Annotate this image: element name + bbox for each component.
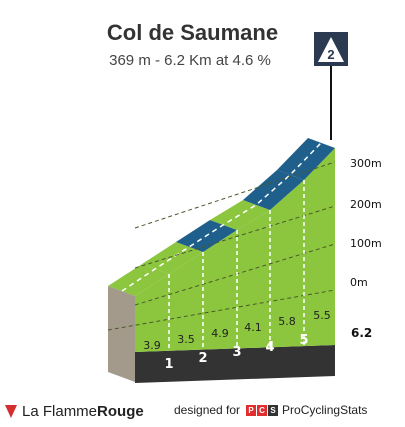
climb-summary: 369 m - 6.2 Km at 4.6 % [109, 52, 271, 69]
km-label-3: 3 [232, 345, 241, 360]
altitude-labels: 300m 200m 100m 0m [350, 157, 382, 289]
gradient-label-5: 5.8 [278, 315, 296, 328]
km-labels: 1 2 3 4 5 6.2 [164, 326, 372, 372]
flame-icon [5, 405, 17, 418]
profile-base [135, 345, 335, 383]
km-label-2: 2 [198, 351, 207, 366]
laflammerouge-logo: La FlammeRouge [4, 400, 144, 422]
km-label-end: 6.2 [351, 326, 372, 340]
altitude-label-0: 0m [350, 276, 368, 289]
gradient-label-3: 4.9 [211, 327, 229, 340]
profile-top-strip-2 [142, 242, 203, 274]
brand-name: La FlammeRouge [22, 403, 144, 420]
pcs-name: ProCyclingStats [282, 403, 368, 417]
category-triangle [318, 37, 344, 62]
gradient-label-4: 4.1 [244, 321, 262, 334]
climb-title: Col de Saumane [106, 20, 279, 45]
gradient-label-2: 3.5 [177, 333, 195, 346]
gradient-label-1: 3.9 [143, 339, 161, 352]
gradient-label-6: 5.5 [313, 309, 331, 322]
gridline-300 [134, 161, 336, 229]
km-label-1: 1 [164, 357, 173, 372]
profile-front-face [135, 148, 335, 352]
altitude-label-200: 200m [350, 198, 382, 211]
category-number: 2 [327, 47, 334, 62]
profile-top-strip-4 [210, 200, 270, 230]
pcs-letter-s: S [268, 404, 279, 416]
gradient-labels: 3.9 3.5 4.9 4.1 5.8 5.5 [143, 309, 331, 352]
elevation-profile-chart: 2 300m 200m 100m 0m 3.9 3.5 4.9 4.1 5.8 … [107, 32, 382, 383]
altitude-label-300: 300m [350, 157, 382, 170]
pcs-letter-p: P [246, 404, 257, 416]
category-label-group: 2 [327, 47, 334, 62]
credits: designed for P C S ProCyclingStats [174, 403, 367, 417]
brand-prefix: La Flamme [22, 402, 98, 420]
profile-top-centerline [121, 142, 322, 292]
pcs-logo: P C S [245, 404, 279, 416]
pcs-letter-c: C [257, 404, 268, 416]
altitude-label-100: 100m [350, 237, 382, 250]
profile-geometry [107, 32, 348, 383]
km-label-4: 4 [265, 340, 274, 355]
designed-for-text: designed for [174, 403, 241, 417]
brand-suffix: Rouge [97, 402, 144, 420]
profile-side-face [108, 286, 135, 382]
gridline-0 [107, 289, 336, 331]
km-label-5: 5 [299, 333, 308, 348]
